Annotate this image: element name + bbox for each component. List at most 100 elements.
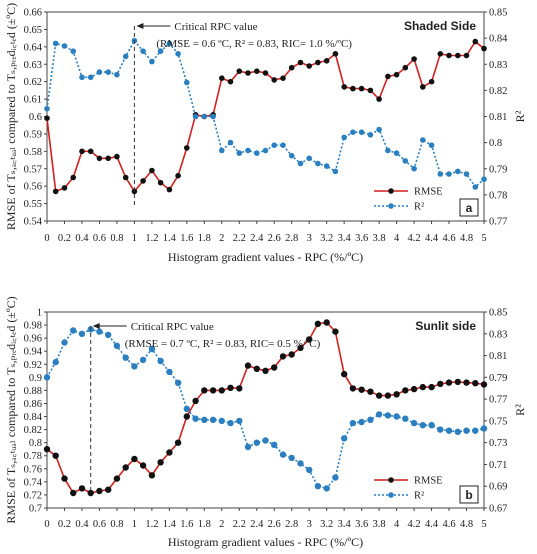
- data-point-rmse: [166, 186, 173, 193]
- data-point-r2: [122, 354, 129, 361]
- y-left-tick-label: 0.56: [24, 182, 42, 193]
- x-tick-label: 3.6: [355, 519, 368, 530]
- data-point-rmse: [297, 59, 304, 66]
- data-point-rmse: [385, 73, 391, 80]
- y-right-tick-label: 0.82: [489, 86, 507, 97]
- data-point-r2: [375, 411, 383, 418]
- data-point-rmse: [288, 351, 295, 358]
- data-point-rmse: [437, 380, 444, 388]
- data-point-r2: [428, 142, 435, 148]
- y-left-tick-label: 0.58: [24, 147, 42, 158]
- data-point-rmse: [253, 68, 260, 74]
- data-point-r2: [367, 416, 374, 423]
- y-right-tick-label: 0.75: [489, 416, 507, 427]
- data-point-r2: [481, 176, 487, 182]
- x-tick-label: 0.8: [110, 233, 123, 244]
- y-left-tick-label: 0.94: [24, 347, 43, 358]
- data-point-r2: [350, 129, 356, 135]
- plot-frame: [46, 311, 485, 509]
- data-point-r2: [288, 454, 295, 462]
- y-left-tick-label: 0.8: [29, 438, 42, 449]
- data-point-r2: [419, 422, 426, 429]
- data-point-rmse: [105, 155, 111, 162]
- data-point-r2: [192, 415, 199, 422]
- data-point-rmse: [375, 392, 383, 399]
- data-point-rmse: [288, 64, 295, 71]
- data-point-r2: [79, 74, 85, 81]
- data-point-r2: [245, 147, 251, 154]
- y-right-tick-label: 0.71: [489, 460, 507, 471]
- data-point-rmse: [192, 397, 199, 405]
- data-point-r2: [411, 165, 417, 172]
- y-left-tick-label: 0.64: [24, 42, 43, 53]
- x-tick-label: 0.8: [110, 519, 123, 530]
- x-tick-label: 0: [44, 519, 49, 530]
- data-point-r2: [279, 451, 287, 458]
- data-point-rmse: [61, 185, 68, 191]
- panel-side-label: Shaded Side: [404, 19, 476, 33]
- x-tick-label: 5: [481, 519, 486, 530]
- y-left-tick-label: 0.9: [29, 373, 42, 384]
- y-left-tick-label: 0.63: [24, 60, 42, 71]
- data-point-r2: [480, 425, 488, 432]
- data-point-rmse: [157, 459, 164, 466]
- data-point-rmse: [218, 387, 225, 394]
- data-point-rmse: [114, 153, 120, 160]
- x-tick-label: 2.2: [233, 519, 246, 530]
- data-point-rmse: [341, 370, 348, 378]
- data-point-r2: [253, 150, 260, 156]
- data-point-r2: [105, 331, 112, 339]
- data-point-r2: [402, 415, 409, 422]
- data-point-rmse: [174, 439, 182, 446]
- data-point-rmse: [306, 336, 313, 343]
- data-point-r2: [437, 426, 444, 433]
- data-point-r2: [157, 48, 164, 54]
- data-point-r2: [393, 150, 400, 156]
- data-point-r2: [70, 48, 76, 54]
- data-point-r2: [52, 358, 59, 366]
- data-point-r2: [262, 147, 269, 154]
- x-tick-label: 3.8: [373, 233, 386, 244]
- x-tick-label: 4.6: [442, 519, 455, 530]
- y-right-tick-label: 0.83: [489, 60, 507, 71]
- data-point-r2: [61, 43, 68, 49]
- data-point-rmse: [393, 71, 400, 78]
- data-point-rmse: [122, 464, 129, 471]
- data-point-r2: [236, 417, 243, 425]
- data-point-rmse: [219, 75, 225, 81]
- data-point-r2: [157, 357, 164, 365]
- data-point-r2: [402, 158, 409, 164]
- x-tick-label: 4: [394, 233, 400, 244]
- data-point-rmse: [297, 344, 304, 352]
- corner-label-box: [459, 198, 479, 217]
- y-right-tick-label: 0.79: [489, 164, 507, 175]
- legend-rmse-marker: [388, 188, 394, 194]
- legend-r2-marker: [388, 203, 394, 209]
- data-point-rmse: [52, 452, 59, 459]
- annotation-detail: (RMSE = 0.6 ºC, R² = 0.83, RIC= 1.0 %/ºC…: [156, 38, 352, 50]
- data-point-rmse: [402, 387, 409, 394]
- data-point-rmse: [445, 379, 453, 386]
- data-point-r2: [323, 163, 330, 169]
- data-point-r2: [253, 439, 260, 446]
- data-point-rmse: [480, 381, 488, 388]
- data-point-r2: [244, 443, 252, 451]
- y-left-tick-label: 0.84: [24, 412, 43, 423]
- data-point-rmse: [367, 388, 374, 395]
- data-point-rmse: [402, 64, 409, 71]
- x-tick-label: 3: [307, 519, 312, 530]
- data-point-r2: [148, 345, 156, 353]
- data-point-r2: [454, 428, 461, 435]
- data-point-rmse: [481, 45, 487, 52]
- y-left-tick-label: 0.6: [29, 112, 42, 123]
- series-line-rmse: [46, 40, 485, 193]
- x-tick-label: 1.8: [198, 519, 211, 530]
- y-left-tick-label: 0.92: [24, 360, 42, 371]
- data-point-rmse: [79, 148, 85, 155]
- data-point-rmse: [113, 475, 121, 482]
- x-tick-label: 2: [219, 233, 224, 244]
- y-left-tick-label: 0.62: [24, 77, 42, 88]
- y-right-tick-label: 0.83: [489, 329, 507, 340]
- data-point-r2: [410, 419, 418, 427]
